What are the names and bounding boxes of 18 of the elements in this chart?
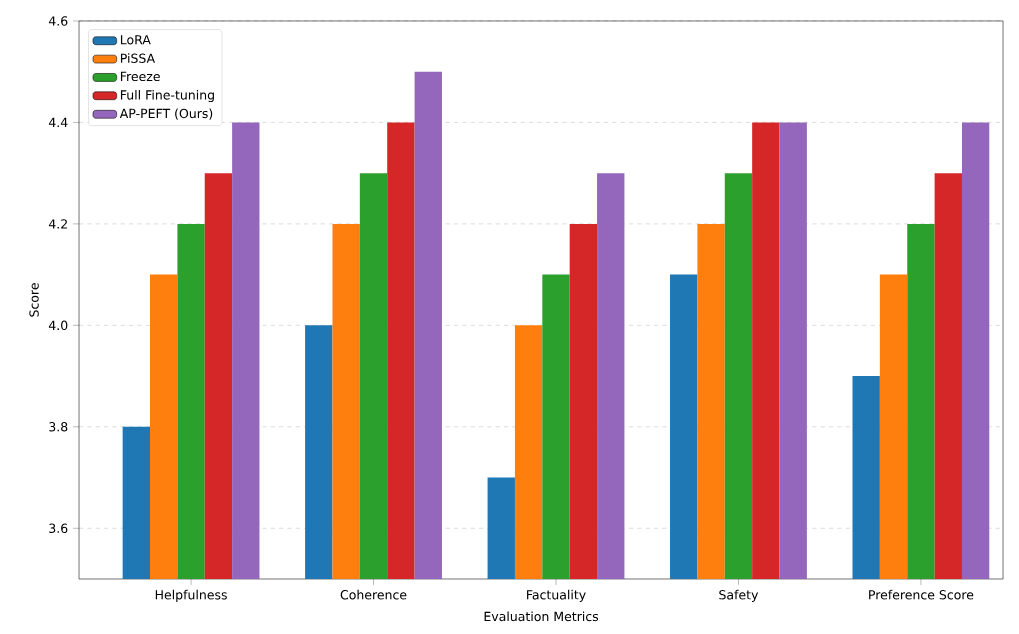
- y-tick-label: 4.4: [48, 117, 68, 127]
- x-tick-label: Factuality: [527, 589, 586, 602]
- y-axis-title: Score: [29, 283, 39, 317]
- x-tick-label: Safety: [719, 589, 759, 602]
- y-tick-label: 4.0: [48, 320, 68, 331]
- y-tick-label: 3.8: [49, 422, 68, 432]
- legend-label: LoRA: [120, 35, 151, 45]
- y-tick-label: 4.6: [48, 16, 68, 26]
- x-tick-label: Helpfulness: [155, 589, 227, 602]
- legend-label: PiSSA: [120, 53, 156, 63]
- y-tick-label: 4.2: [48, 219, 67, 229]
- legend-label: Full Fine-tuning: [120, 89, 214, 103]
- y-tick-label: 3.6: [49, 523, 68, 533]
- legend-label: AP-PEFT (Ours): [119, 108, 213, 120]
- x-tick-label: Coherence: [340, 589, 407, 600]
- x-tick-label: Preference Score: [869, 589, 974, 600]
- legend-label: Freeze: [120, 71, 160, 82]
- x-axis-title: Evaluation Metrics: [484, 611, 599, 622]
